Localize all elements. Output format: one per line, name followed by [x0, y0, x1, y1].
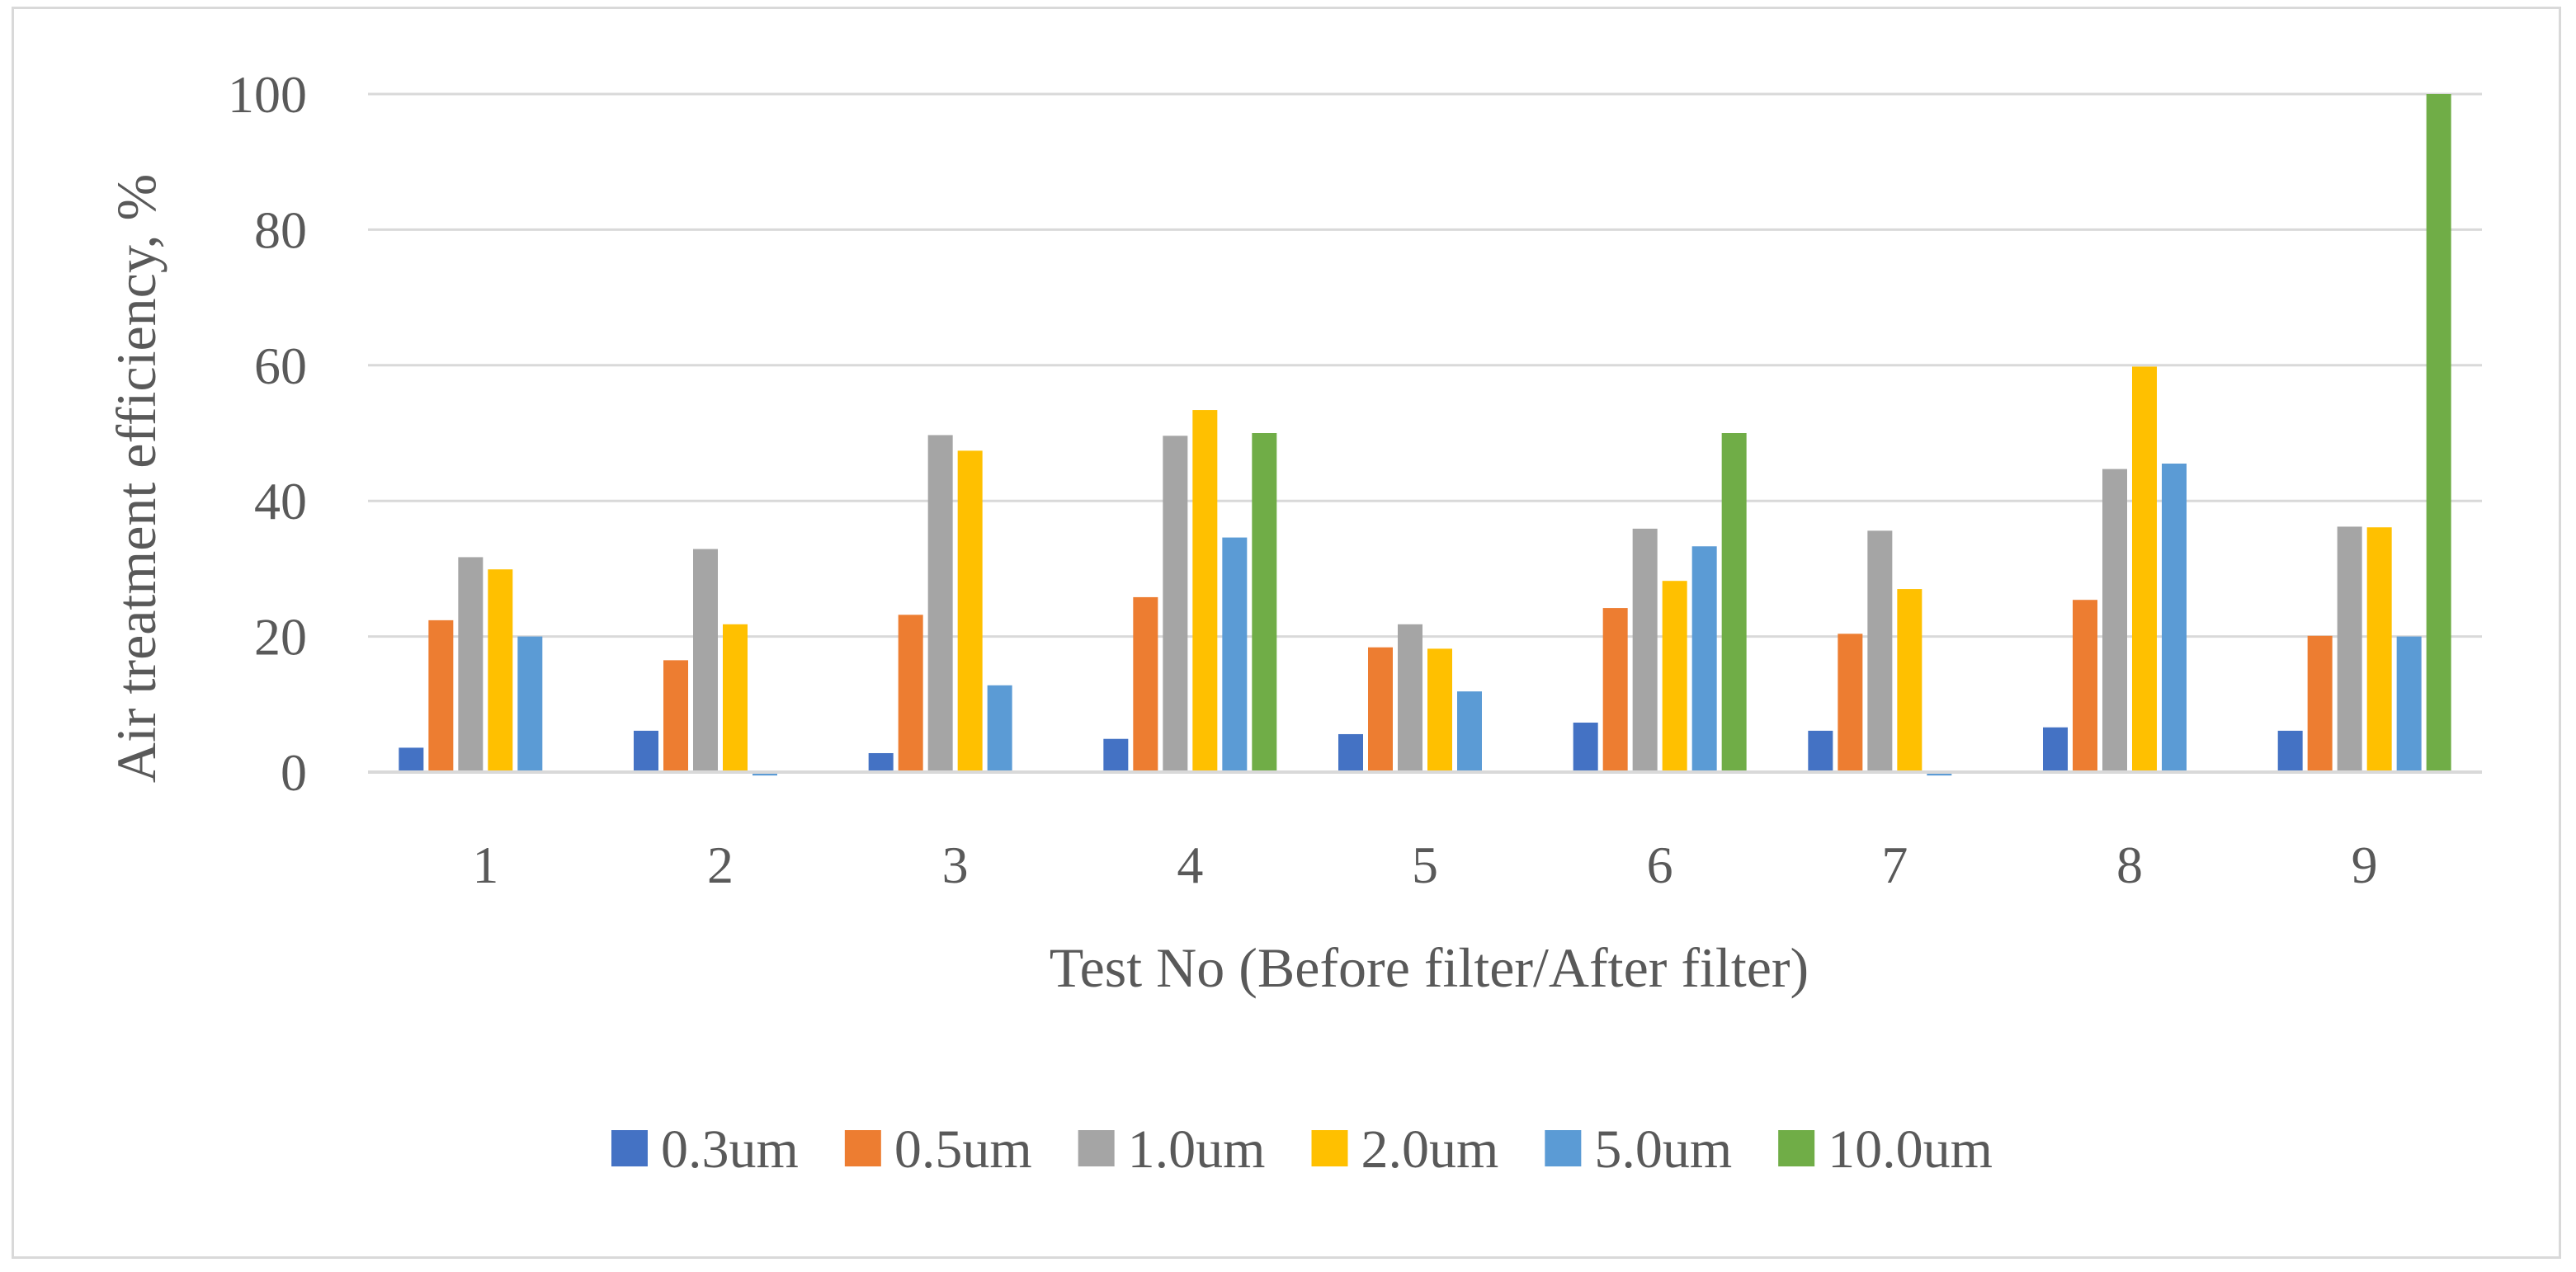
axes: 0 20 40 60 80 100 1 2 3 4 5 6 7 8 9	[228, 65, 2482, 894]
bar-2.0um-test-2	[723, 624, 748, 772]
x-tick-label: 4	[1177, 836, 1203, 894]
bar-2.0um-test-1	[488, 569, 513, 772]
bar-5.0um-test-8	[2162, 463, 2187, 772]
bar-1.0um-test-5	[1398, 624, 1422, 772]
legend-swatch-1.0um	[1078, 1130, 1115, 1166]
y-tick-label: 60	[254, 337, 307, 395]
bars	[399, 94, 2451, 776]
bar-5.0um-test-2	[753, 772, 777, 776]
y-tick-label: 40	[254, 472, 307, 530]
x-tick-label: 5	[1412, 836, 1438, 894]
x-tick-label: 9	[2352, 836, 2378, 894]
bar-1.0um-test-1	[458, 557, 484, 772]
bar-0.5um-test-1	[428, 620, 454, 772]
bar-2.0um-test-9	[2366, 527, 2392, 772]
x-axis-title: Test No (Before filter/After filter)	[1050, 936, 1809, 999]
bar-10.0um-test-9	[2426, 94, 2451, 772]
bar-5.0um-test-9	[2396, 636, 2422, 772]
x-tick-label: 2	[707, 836, 734, 894]
legend-swatch-0.3um	[611, 1130, 648, 1166]
bar-5.0um-test-1	[517, 636, 543, 772]
bar-0.5um-test-2	[663, 660, 688, 772]
x-tick-label: 8	[2116, 836, 2143, 894]
legend-label-2.0um: 2.0um	[1361, 1119, 1499, 1180]
x-tick-label: 7	[1881, 836, 1908, 894]
legend: 0.3um 0.5um 1.0um 2.0um 5.0um 10.0um	[611, 1119, 1993, 1180]
bar-2.0um-test-7	[1897, 589, 1923, 772]
bar-1.0um-test-4	[1163, 436, 1188, 772]
y-tick-label: 0	[281, 743, 307, 802]
bar-2.0um-test-3	[957, 450, 983, 772]
bar-1.0um-test-6	[1632, 528, 1658, 772]
gridlines	[368, 92, 2482, 638]
y-tick-label: 100	[228, 65, 307, 124]
bar-0.3um-test-3	[868, 752, 894, 772]
bar-0.3um-test-8	[2043, 727, 2068, 772]
bar-2.0um-test-4	[1192, 410, 1218, 772]
bar-1.0um-test-8	[2102, 469, 2127, 772]
bar-2.0um-test-8	[2132, 366, 2157, 772]
legend-label-5.0um: 5.0um	[1594, 1119, 1732, 1180]
bar-0.3um-test-9	[2277, 730, 2303, 772]
bar-0.5um-test-3	[898, 615, 923, 772]
bar-0.5um-test-5	[1368, 647, 1393, 772]
bar-0.3um-test-1	[399, 747, 424, 772]
y-tick-label: 20	[254, 608, 307, 667]
bar-0.3um-test-5	[1338, 733, 1363, 772]
bar-0.3um-test-7	[1808, 730, 1833, 772]
legend-label-0.5um: 0.5um	[894, 1119, 1032, 1180]
bar-0.3um-test-2	[634, 730, 658, 772]
bar-0.3um-test-4	[1103, 738, 1129, 772]
bar-1.0um-test-7	[1867, 530, 1893, 772]
bar-0.5um-test-9	[2307, 635, 2333, 772]
x-tick-label: 1	[472, 836, 498, 894]
bar-5.0um-test-7	[1927, 772, 1952, 776]
bar-2.0um-test-6	[1662, 581, 1687, 772]
legend-label-0.3um: 0.3um	[661, 1119, 799, 1180]
y-tick-label: 80	[254, 200, 307, 259]
x-tick-label: 3	[942, 836, 969, 894]
bar-5.0um-test-4	[1222, 537, 1248, 772]
x-tick-label: 6	[1647, 836, 1673, 894]
legend-swatch-0.5um	[844, 1130, 881, 1166]
bar-1.0um-test-3	[927, 435, 953, 772]
legend-swatch-5.0um	[1545, 1130, 1582, 1166]
legend-label-10.0um: 10.0um	[1828, 1119, 1993, 1180]
bar-10.0um-test-4	[1252, 433, 1277, 772]
bar-2.0um-test-5	[1427, 648, 1452, 772]
legend-swatch-10.0um	[1778, 1130, 1815, 1166]
y-axis-title: Air treatment efficiency, %	[105, 174, 167, 783]
bar-0.3um-test-6	[1573, 722, 1598, 772]
bar-10.0um-test-6	[1721, 433, 1747, 772]
bar-1.0um-test-2	[693, 549, 718, 772]
bar-0.5um-test-4	[1133, 596, 1158, 772]
bar-5.0um-test-3	[987, 685, 1012, 772]
bar-0.5um-test-6	[1602, 608, 1628, 772]
bar-5.0um-test-6	[1691, 546, 1717, 772]
bar-0.5um-test-8	[2073, 600, 2097, 772]
legend-swatch-2.0um	[1311, 1130, 1348, 1166]
legend-label-1.0um: 1.0um	[1128, 1119, 1266, 1180]
bar-5.0um-test-5	[1457, 691, 1482, 772]
bar-0.5um-test-7	[1838, 634, 1863, 772]
bar-1.0um-test-9	[2337, 526, 2362, 772]
